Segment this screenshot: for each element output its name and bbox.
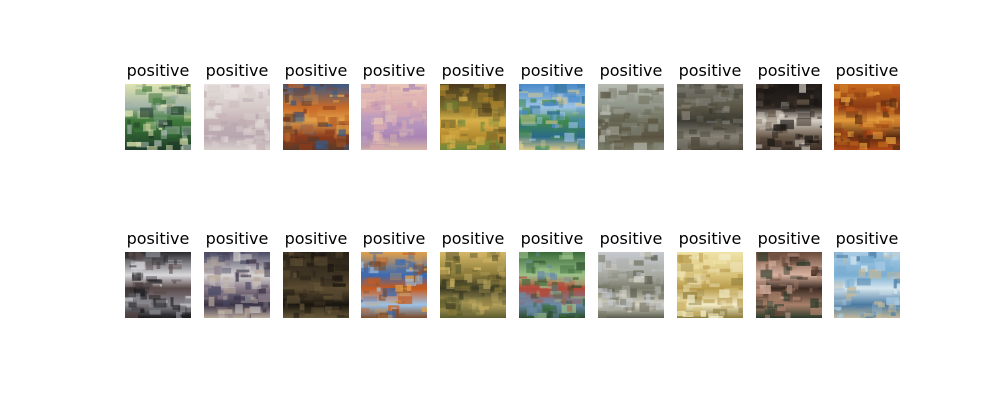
painting-thumbnail-image — [125, 84, 191, 150]
sample-cell: positive — [283, 228, 349, 318]
painting-thumbnail-image — [440, 84, 506, 150]
sample-cell: positive — [204, 228, 270, 318]
sample-cell: positive — [125, 60, 191, 150]
sample-cell: positive — [204, 60, 270, 150]
sample-cell: positive — [283, 60, 349, 150]
sample-thumbnail — [440, 84, 506, 150]
painting-thumbnail-image — [361, 252, 427, 318]
sample-cell: positive — [834, 60, 900, 150]
sample-label: positive — [757, 61, 821, 80]
painting-thumbnail-image — [361, 84, 427, 150]
painting-thumbnail-image — [440, 252, 506, 318]
painting-thumbnail-image — [834, 252, 900, 318]
sample-thumbnail — [283, 84, 349, 150]
painting-thumbnail-image — [598, 84, 664, 150]
sample-label: positive — [835, 229, 899, 248]
sample-cell: positive — [519, 228, 585, 318]
painting-thumbnail-image — [756, 84, 822, 150]
sample-thumbnail — [440, 252, 506, 318]
painting-thumbnail-image — [283, 252, 349, 318]
sample-label: positive — [678, 229, 742, 248]
sample-label: positive — [441, 61, 505, 80]
sample-cell: positive — [756, 228, 822, 318]
sample-cell: positive — [677, 60, 743, 150]
sample-cell: positive — [598, 60, 664, 150]
sample-cell: positive — [756, 60, 822, 150]
sample-label: positive — [284, 229, 348, 248]
sample-label: positive — [757, 229, 821, 248]
sample-thumbnail — [519, 252, 585, 318]
sample-cell: positive — [440, 60, 506, 150]
sample-thumbnail — [204, 252, 270, 318]
sample-label: positive — [678, 61, 742, 80]
sample-thumbnail — [361, 84, 427, 150]
painting-thumbnail-image — [756, 252, 822, 318]
sample-label: positive — [205, 229, 269, 248]
painting-thumbnail-image — [519, 252, 585, 318]
sample-thumbnail — [834, 252, 900, 318]
sample-label: positive — [520, 229, 584, 248]
sample-label: positive — [599, 61, 663, 80]
sample-label: positive — [126, 61, 190, 80]
sample-cell: positive — [834, 228, 900, 318]
sample-thumbnail — [834, 84, 900, 150]
sample-thumbnail — [204, 84, 270, 150]
painting-thumbnail-image — [677, 252, 743, 318]
sample-label: positive — [126, 229, 190, 248]
sample-thumbnail — [125, 252, 191, 318]
sample-cell: positive — [519, 60, 585, 150]
sample-cell: positive — [440, 228, 506, 318]
painting-thumbnail-image — [125, 252, 191, 318]
sample-cell: positive — [677, 228, 743, 318]
sample-thumbnail — [361, 252, 427, 318]
sample-thumbnail — [283, 252, 349, 318]
sample-thumbnail — [125, 84, 191, 150]
sample-thumbnail — [756, 252, 822, 318]
sample-label: positive — [284, 61, 348, 80]
sample-label: positive — [835, 61, 899, 80]
sample-thumbnail — [677, 84, 743, 150]
sample-label: positive — [362, 229, 426, 248]
sample-thumbnail — [598, 252, 664, 318]
sample-thumbnail — [598, 84, 664, 150]
sample-thumbnail — [519, 84, 585, 150]
sample-cell: positive — [598, 228, 664, 318]
sample-label: positive — [205, 61, 269, 80]
painting-thumbnail-image — [204, 252, 270, 318]
sample-cell: positive — [361, 60, 427, 150]
sample-cell: positive — [125, 228, 191, 318]
painting-thumbnail-image — [283, 84, 349, 150]
sample-label: positive — [441, 229, 505, 248]
painting-thumbnail-image — [519, 84, 585, 150]
sample-label: positive — [362, 61, 426, 80]
sample-thumbnail — [756, 84, 822, 150]
painting-thumbnail-image — [834, 84, 900, 150]
painting-thumbnail-image — [204, 84, 270, 150]
painting-thumbnail-image — [677, 84, 743, 150]
sample-thumbnail — [677, 252, 743, 318]
painting-thumbnail-image — [598, 252, 664, 318]
sample-cell: positive — [361, 228, 427, 318]
sample-label: positive — [520, 61, 584, 80]
sample-label: positive — [599, 229, 663, 248]
